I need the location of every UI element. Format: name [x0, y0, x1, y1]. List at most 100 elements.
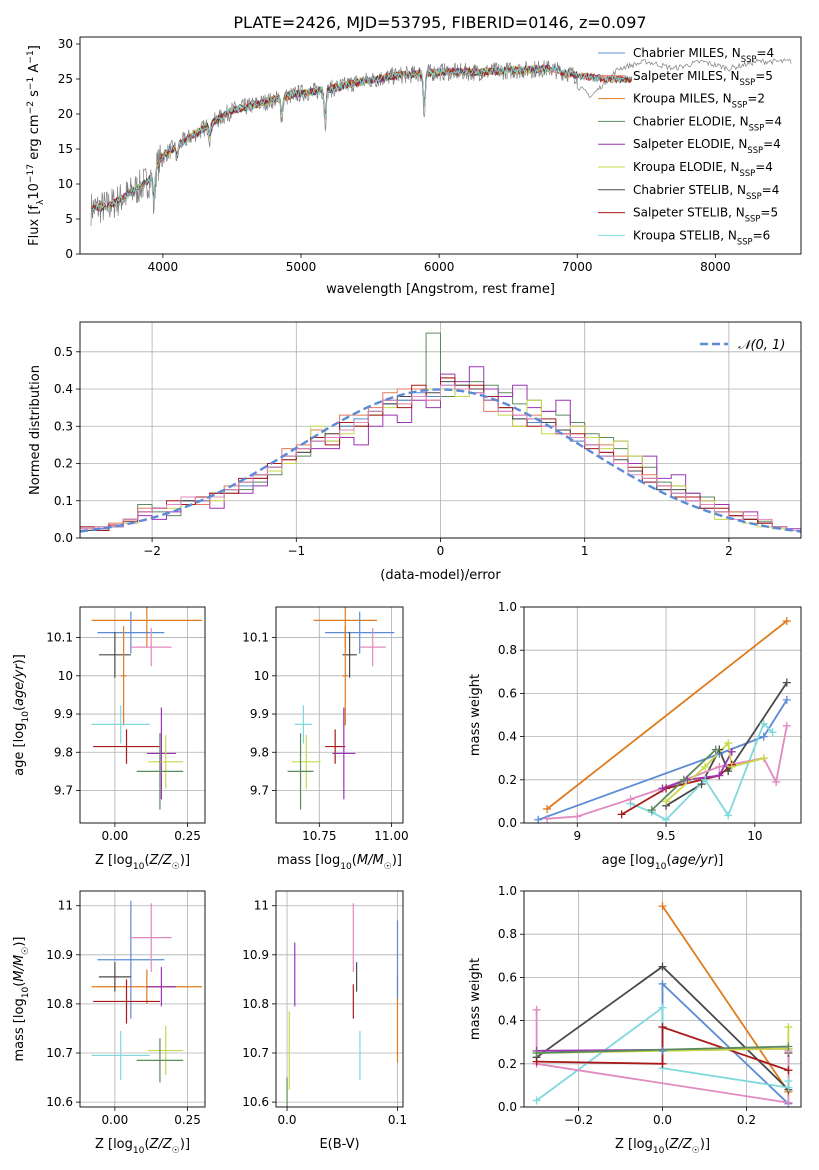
weight-marker	[759, 754, 768, 763]
y-tick-label: 0.3	[54, 419, 73, 433]
weight-marker	[532, 1096, 541, 1105]
weight-line-salpeter_stelib	[621, 764, 733, 816]
x-axis-label: age [log10(age/yr)]	[602, 853, 724, 872]
x-axis-label: wavelength [Angstrom, rest frame]	[326, 282, 555, 297]
weight-marker	[711, 745, 720, 754]
axes-ebv_vs_mass: 0.0 0.1 10.6 10.7 10.8 10.9 11 E(B-V)	[242, 890, 407, 1152]
model-spectrum-salpeter_miles	[92, 64, 633, 212]
y-tick-label: 10.9	[242, 948, 269, 962]
y-tick-label: 15	[58, 142, 73, 156]
weight-marker	[715, 762, 724, 771]
y-tick-label: 0.0	[498, 816, 517, 830]
errorbar-point	[130, 903, 172, 972]
weight-marker	[532, 1049, 541, 1057]
weight-marker	[662, 797, 671, 806]
model-spectrum-salpeter_elodie	[92, 64, 550, 213]
weight-marker	[658, 1023, 667, 1032]
y-tick-label: 0	[65, 247, 73, 261]
weight-marker	[658, 784, 667, 793]
x-tick-label: 0.1	[388, 1113, 407, 1127]
y-tick-label: 0.2	[54, 457, 73, 471]
weight-marker	[727, 747, 736, 756]
legend-label: Chabrier STELIB, NSSP=4	[633, 183, 779, 201]
legend-label: Salpeter ELODIE, NSSP=4	[633, 137, 781, 155]
legend-label: Salpeter MILES, NSSP=5	[633, 69, 773, 87]
x-tick-label: 0.00	[102, 1113, 129, 1127]
legend-label: Kroupa MILES, NSSP=2	[633, 92, 765, 110]
y-tick-label: 10.1	[46, 631, 73, 645]
axes-spectrum: 4000 5000 6000 7000 8000 0 5 10 15 20 25 30 Chabrier…	[26, 36, 802, 297]
legend-label: Kroupa STELIB, NSSP=6	[633, 228, 770, 246]
errorbar-point	[342, 626, 349, 726]
errorbar-point	[291, 735, 321, 789]
axes-frame	[79, 321, 802, 539]
x-tick-label: 9.5	[657, 829, 676, 843]
errorbar-point	[97, 900, 165, 1019]
weight-marker	[759, 732, 768, 741]
y-tick-label: 0.6	[498, 686, 517, 700]
weight-line-chabrier_miles	[537, 699, 788, 821]
axes-age_vs_weight: 9 9.5 10 0.0 0.2 0.4 0.6 0.8 1.0 age [log10(age/y…	[468, 600, 802, 872]
axes-mass_vs_age: 10.75 11.00 9.7 9.8 9.9 10 10.1 mass [log10(M/M…	[242, 606, 409, 872]
y-tick-label: 5	[65, 212, 73, 226]
errorbar-point	[91, 607, 203, 648]
y-tick-label: 9.8	[54, 745, 73, 759]
y-tick-label: 0.6	[498, 970, 517, 984]
x-tick-label: 1	[581, 544, 589, 558]
legend-label: 𝒩(0, 1)	[738, 338, 785, 353]
weight-line-kroupa_miles	[661, 905, 790, 1093]
legend-label: Kroupa ELODIE, NSSP=4	[633, 160, 773, 178]
y-tick-label: 0.0	[498, 1100, 517, 1114]
weight-marker	[782, 721, 791, 730]
errorbar-point	[130, 628, 172, 667]
weight-marker	[658, 979, 667, 988]
errorbar-point	[287, 733, 314, 810]
weight-marker	[626, 795, 635, 804]
model-spectrum-kroupa_miles	[92, 63, 633, 214]
axes-z_vs_age: 0.00 0.25 9.7 9.8 9.9 10 10.1 Z [log10(Z/Z☉)] ag…	[12, 606, 206, 872]
weight-marker	[543, 804, 552, 813]
y-axis-label: age [log10(age/yr)]	[12, 654, 31, 776]
model-spectrum-chabrier_elodie	[92, 64, 549, 213]
weight-marker	[724, 767, 733, 776]
errorbar-point	[136, 733, 184, 810]
errorbar-point	[148, 735, 184, 789]
errorbar-point	[342, 631, 357, 678]
errorbar-point	[146, 967, 176, 1007]
weight-marker	[784, 1023, 793, 1032]
x-tick-label: 0.0	[653, 1113, 672, 1127]
weight-marker	[658, 1046, 667, 1055]
weight-line-kroupa_stelib	[630, 722, 774, 821]
x-axis-label: Z [log10(Z/Z☉)]	[615, 1137, 710, 1156]
errorbar-point	[136, 1038, 184, 1083]
weight-marker	[532, 1005, 541, 1014]
y-tick-label: 10.7	[242, 1046, 269, 1060]
y-tick-label: 1.0	[498, 884, 517, 898]
errorbar-point	[294, 705, 313, 744]
x-tick-label: 8000	[700, 260, 731, 274]
figure-title: PLATE=2426, MJD=53795, FIBERID=0146, z=0…	[233, 13, 646, 32]
weight-marker	[768, 728, 777, 737]
weight-marker	[782, 678, 791, 687]
errorbar-point	[325, 729, 346, 764]
weight-marker	[573, 812, 582, 821]
x-tick-label: 0.25	[174, 1113, 201, 1127]
plot-area	[91, 900, 203, 1083]
x-tick-label: 7000	[562, 260, 593, 274]
errorbar-point	[98, 962, 131, 992]
plot-area	[80, 332, 801, 538]
axes-z_vs_mass: 0.00 0.25 10.6 10.7 10.8 10.9 11 Z [log10(Z/Z☉)…	[12, 890, 206, 1156]
y-tick-label: 0.4	[498, 1014, 517, 1028]
x-tick-label: 2	[725, 544, 733, 558]
y-tick-label: 0.4	[498, 730, 517, 744]
y-tick-label: 0.4	[54, 382, 73, 396]
errorbar-point	[98, 631, 131, 678]
y-tick-label: 0.8	[498, 927, 517, 941]
errorbar-point	[120, 626, 127, 726]
errorbar-point	[146, 707, 176, 800]
y-tick-label: 10.8	[46, 997, 73, 1011]
y-tick-label: 9.8	[250, 745, 269, 759]
plot-area	[91, 607, 203, 810]
weight-line-pink	[547, 725, 788, 820]
y-tick-label: 0.8	[498, 643, 517, 657]
